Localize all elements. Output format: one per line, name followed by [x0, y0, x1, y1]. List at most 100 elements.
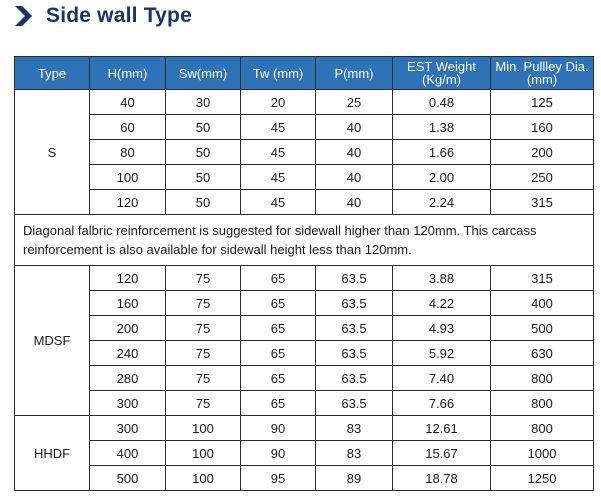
cell-sw: 50	[165, 114, 241, 140]
cell-h: 160	[89, 290, 166, 316]
cell-tw: 65	[240, 365, 316, 391]
cell-min-pulley-dia: 315	[490, 265, 594, 291]
table-row: 160 75 65 63.5 4.22 400	[15, 290, 594, 316]
cell-sw: 100	[165, 465, 241, 491]
table-row: 60 50 45 40 1.38 160	[15, 114, 594, 140]
table-row: 400 100 90 83 15.67 1000	[15, 440, 594, 466]
cell-tw: 90	[240, 415, 316, 441]
cell-sw: 75	[165, 265, 241, 291]
cell-h: 500	[89, 465, 166, 491]
cell-est-weight: 5.92	[392, 340, 491, 366]
table-row: 100 50 45 40 2.00 250	[15, 164, 594, 190]
table-row: 300 75 65 63.5 7.66 800	[15, 390, 594, 416]
cell-min-pulley-dia: 250	[490, 164, 594, 190]
cell-h: 300	[89, 390, 166, 416]
cell-tw: 65	[240, 340, 316, 366]
type-cell: S	[14, 89, 90, 215]
cell-tw: 95	[240, 465, 316, 491]
cell-est-weight: 1.38	[392, 114, 491, 140]
cell-h: 120	[89, 189, 166, 215]
cell-tw: 65	[240, 315, 316, 341]
cell-est-weight: 12.61	[392, 415, 491, 441]
cell-p: 63.5	[315, 315, 393, 341]
cell-sw: 30	[165, 89, 241, 115]
table-row: 280 75 65 63.5 7.40 800	[15, 365, 594, 391]
table-row: 120 50 45 40 2.24 315	[15, 189, 594, 215]
cell-sw: 75	[165, 390, 241, 416]
cell-sw: 75	[165, 290, 241, 316]
cell-sw: 75	[165, 340, 241, 366]
page-title: Side wall Type	[46, 4, 192, 27]
cell-tw: 45	[240, 189, 316, 215]
table-row: S 40 30 20 25 0.48 125	[14, 89, 594, 215]
cell-sw: 75	[165, 365, 241, 391]
cell-sw: 100	[165, 440, 241, 466]
cell-p: 89	[315, 465, 393, 491]
cell-p: 40	[315, 139, 393, 165]
cell-min-pulley-dia: 1250	[490, 465, 594, 491]
cell-tw: 45	[240, 114, 316, 140]
cell-p: 63.5	[315, 290, 393, 316]
cell-est-weight: 2.24	[392, 189, 491, 215]
cell-min-pulley-dia: 800	[490, 415, 594, 441]
column-header-p: P(mm)	[315, 56, 393, 90]
note-row: Diagonal falbric reinforcement is sugges…	[14, 214, 594, 266]
column-header-tw: Tw (mm)	[240, 56, 316, 90]
cell-est-weight: 0.48	[392, 89, 491, 115]
cell-p: 63.5	[315, 265, 393, 291]
cell-est-weight: 1.66	[392, 139, 491, 165]
cell-h: 80	[89, 139, 166, 165]
column-header-sw: Sw(mm)	[165, 56, 241, 90]
table-row: 240 75 65 63.5 5.92 630	[15, 340, 594, 366]
column-header-type: Type	[14, 56, 90, 90]
cell-min-pulley-dia: 400	[490, 290, 594, 316]
cell-tw: 65	[240, 390, 316, 416]
cell-p: 40	[315, 189, 393, 215]
cell-p: 83	[315, 415, 393, 441]
cell-tw: 45	[240, 139, 316, 165]
cell-h: 60	[89, 114, 166, 140]
cell-min-pulley-dia: 315	[490, 189, 594, 215]
cell-p: 83	[315, 440, 393, 466]
cell-min-pulley-dia: 800	[490, 390, 594, 416]
cell-tw: 65	[240, 265, 316, 291]
cell-h: 400	[89, 440, 166, 466]
cell-h: 240	[89, 340, 166, 366]
chevron-right-icon	[15, 6, 32, 26]
cell-est-weight: 4.22	[392, 290, 491, 316]
cell-sw: 50	[165, 189, 241, 215]
cell-min-pulley-dia: 200	[490, 139, 594, 165]
cell-h: 280	[89, 365, 166, 391]
table-row: 80 50 45 40 1.66 200	[15, 139, 594, 165]
table-row: 200 75 65 63.5 4.93 500	[15, 315, 594, 341]
table-row: HHDF 300 100 90 83 12.61 800	[14, 415, 594, 491]
cell-est-weight: 4.93	[392, 315, 491, 341]
table-row: MDSF 120 75 65 63.5 3.88 315	[14, 265, 594, 416]
cell-min-pulley-dia: 630	[490, 340, 594, 366]
cell-sw: 100	[165, 415, 241, 441]
cell-tw: 90	[240, 440, 316, 466]
cell-sw: 75	[165, 315, 241, 341]
column-header-est-weight: EST Weight (Kg/m)	[392, 56, 491, 90]
cell-est-weight: 15.67	[392, 440, 491, 466]
type-cell: HHDF	[14, 415, 90, 491]
cell-min-pulley-dia: 125	[490, 89, 594, 115]
cell-p: 25	[315, 89, 393, 115]
cell-min-pulley-dia: 1000	[490, 440, 594, 466]
table-row: 500 100 95 89 18.78 1250	[15, 465, 594, 491]
type-cell: MDSF	[14, 265, 90, 416]
cell-h: 100	[89, 164, 166, 190]
cell-p: 40	[315, 114, 393, 140]
cell-est-weight: 18.78	[392, 465, 491, 491]
cell-min-pulley-dia: 160	[490, 114, 594, 140]
cell-h: 40	[89, 89, 166, 115]
cell-est-weight: 2.00	[392, 164, 491, 190]
cell-tw: 65	[240, 290, 316, 316]
cell-sw: 50	[165, 164, 241, 190]
section-heading: Side wall Type	[12, 3, 192, 29]
cell-min-pulley-dia: 800	[490, 365, 594, 391]
cell-h: 300	[89, 415, 166, 441]
cell-p: 63.5	[315, 340, 393, 366]
cell-p: 40	[315, 164, 393, 190]
reinforcement-note: Diagonal falbric reinforcement is sugges…	[14, 214, 594, 266]
